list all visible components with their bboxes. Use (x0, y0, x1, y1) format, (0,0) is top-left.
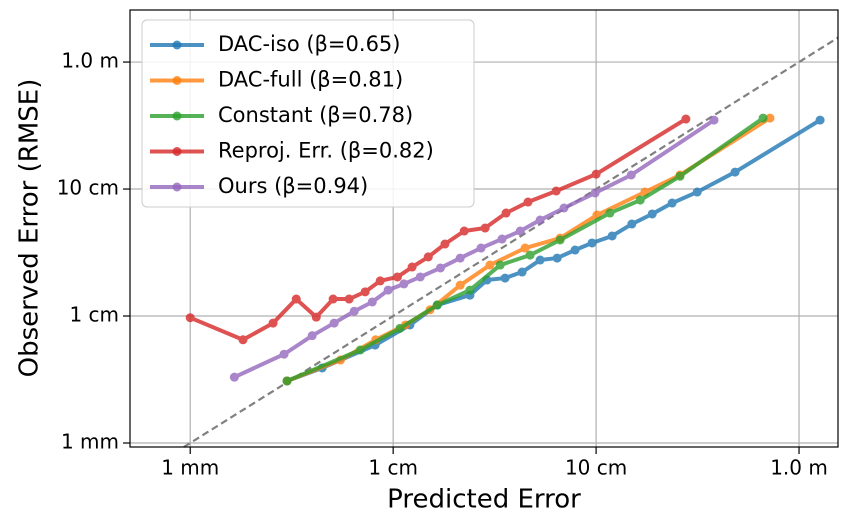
data-point (555, 235, 565, 245)
series (229, 115, 719, 382)
series (185, 114, 691, 345)
legend-label: Reproj. Err. (β=0.82) (218, 139, 434, 163)
data-point (552, 253, 562, 263)
data-point (415, 272, 425, 282)
data-point (765, 113, 775, 123)
x-tick-label: 10 cm (565, 456, 627, 480)
series (282, 113, 768, 386)
data-point (282, 376, 292, 386)
data-point (349, 306, 359, 316)
legend-marker (172, 147, 182, 156)
data-point (238, 335, 248, 345)
data-point (360, 287, 370, 297)
data-point (517, 267, 527, 277)
data-point (675, 171, 685, 181)
data-point (279, 349, 289, 359)
data-point (229, 372, 239, 382)
data-point (455, 280, 465, 290)
legend-label: Constant (β=0.78) (218, 103, 413, 127)
legend: DAC-iso (β=0.65) DAC-full (β=0.81) Constan… (141, 19, 475, 208)
data-point (815, 115, 825, 125)
series-line (286, 116, 765, 383)
data-point (423, 252, 433, 262)
data-point (681, 114, 691, 124)
y-tick-label: 10 cm (57, 176, 119, 200)
data-point (291, 294, 301, 304)
data-point (535, 215, 545, 225)
x-tick-label: 1 mm (161, 456, 219, 480)
data-point (355, 345, 365, 355)
data-point (535, 255, 545, 265)
data-point (709, 115, 719, 125)
data-point (480, 223, 490, 233)
data-point (329, 318, 339, 328)
data-point (311, 312, 321, 322)
data-point (523, 197, 533, 207)
legend-marker (172, 76, 182, 85)
x-tick-label: 1.0 m (770, 456, 828, 480)
legend-box (141, 19, 475, 208)
data-point (459, 226, 469, 236)
data-point (692, 187, 702, 197)
x-tick-label: 1 cm (368, 456, 418, 480)
data-point (551, 186, 561, 196)
data-point (395, 323, 405, 333)
data-point (497, 234, 507, 244)
data-point (399, 279, 409, 289)
data-point (500, 273, 510, 283)
data-point (432, 300, 442, 310)
data-point (515, 226, 525, 236)
data-point (647, 209, 657, 219)
data-point (525, 250, 535, 260)
reference-diagonal (183, 36, 839, 448)
data-point (501, 208, 511, 218)
data-point (375, 276, 385, 286)
data-point (559, 203, 569, 213)
legend-marker (172, 40, 182, 50)
y-axis-label: Observed Error (RMSE) (15, 79, 45, 378)
data-point (570, 245, 580, 255)
data-point (587, 238, 597, 248)
legend-label: DAC-full (β=0.81) (218, 68, 403, 92)
data-point (520, 243, 530, 253)
y-tick-label: 1 cm (69, 303, 119, 327)
data-point (383, 285, 393, 295)
data-point (407, 262, 417, 272)
data-point (307, 331, 317, 341)
x-axis-label: Predicted Error (387, 485, 581, 515)
data-point (591, 169, 601, 179)
data-point (344, 294, 354, 304)
data-point (667, 198, 677, 208)
data-point (605, 208, 615, 218)
data-point (465, 285, 475, 295)
data-point (185, 313, 195, 323)
data-point (730, 167, 740, 177)
data-point (485, 260, 495, 270)
data-point (476, 243, 486, 253)
data-point (392, 272, 402, 282)
data-point (328, 294, 338, 304)
legend-marker (172, 111, 182, 121)
legend-label: DAC-iso (β=0.65) (218, 32, 400, 56)
data-point (455, 253, 465, 263)
plot-frame (129, 9, 839, 448)
y-tick-label: 1.0 m (61, 49, 119, 73)
data-point (268, 318, 278, 328)
data-point (626, 170, 636, 180)
data-point (367, 297, 377, 307)
legend-marker (172, 182, 182, 192)
data-point (495, 260, 505, 270)
legend-label: Ours (β=0.94) (218, 174, 368, 198)
data-point (627, 219, 637, 229)
y-tick-label: 1 mm (61, 429, 119, 453)
data-point (758, 113, 768, 123)
data-point (590, 188, 600, 198)
data-point (435, 263, 445, 273)
data-point (607, 231, 617, 241)
data-point (635, 195, 645, 205)
data-point (440, 239, 450, 249)
